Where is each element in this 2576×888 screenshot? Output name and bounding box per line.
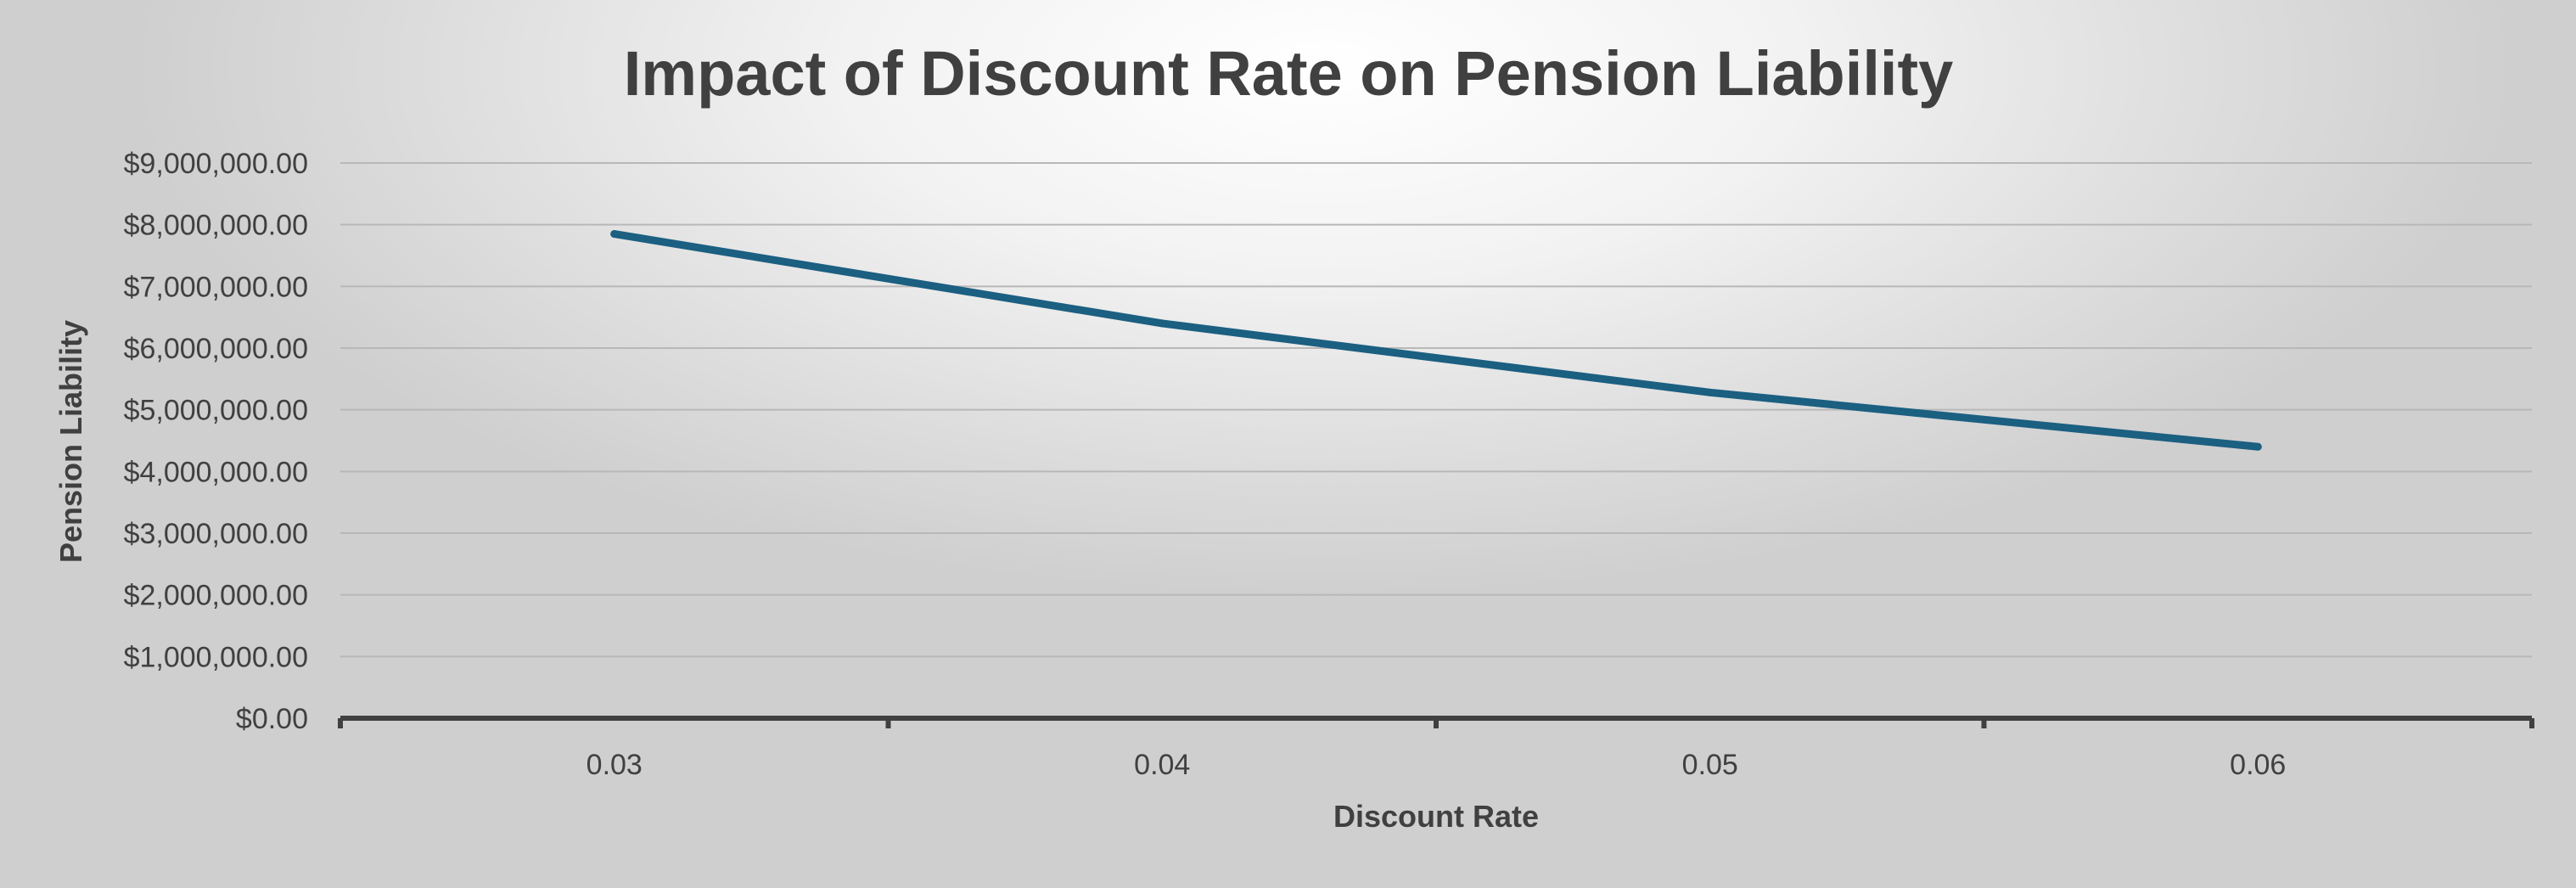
y-tick-label: $4,000,000.00 bbox=[124, 456, 308, 488]
data-point bbox=[610, 230, 619, 239]
y-tick-label: $9,000,000.00 bbox=[124, 148, 308, 180]
y-axis-tick-labels: $0.00 $1,000,000.00 $2,000,000.00 $3,000,00… bbox=[124, 148, 308, 735]
y-axis-title: Pension Liability bbox=[53, 320, 88, 563]
x-axis-tick-labels: 0.03 0.04 0.05 0.06 bbox=[586, 749, 2287, 781]
x-axis-title: Discount Rate bbox=[1333, 799, 1539, 834]
y-tick-label: $0.00 bbox=[236, 703, 308, 735]
data-point bbox=[1158, 319, 1166, 328]
chart-title: Impact of Discount Rate on Pension Liabi… bbox=[624, 38, 1954, 109]
y-tick-label: $3,000,000.00 bbox=[124, 518, 308, 550]
x-tick-label: 0.04 bbox=[1134, 749, 1190, 781]
series-line bbox=[610, 230, 2262, 451]
x-tick-label: 0.06 bbox=[2230, 749, 2286, 781]
series-layer bbox=[610, 230, 2262, 451]
data-point bbox=[2253, 442, 2262, 451]
x-tick-label: 0.03 bbox=[586, 749, 643, 781]
gridlines bbox=[340, 162, 2532, 658]
y-tick-label: $1,000,000.00 bbox=[124, 641, 308, 673]
x-tick-label: 0.05 bbox=[1682, 749, 1738, 781]
data-point bbox=[1706, 388, 1715, 396]
y-tick-label: $2,000,000.00 bbox=[124, 580, 308, 612]
y-tick-label: $6,000,000.00 bbox=[124, 333, 308, 365]
y-tick-label: $5,000,000.00 bbox=[124, 395, 308, 427]
y-tick-label: $7,000,000.00 bbox=[124, 271, 308, 303]
x-axis bbox=[338, 716, 2534, 728]
y-tick-label: $8,000,000.00 bbox=[124, 210, 308, 242]
